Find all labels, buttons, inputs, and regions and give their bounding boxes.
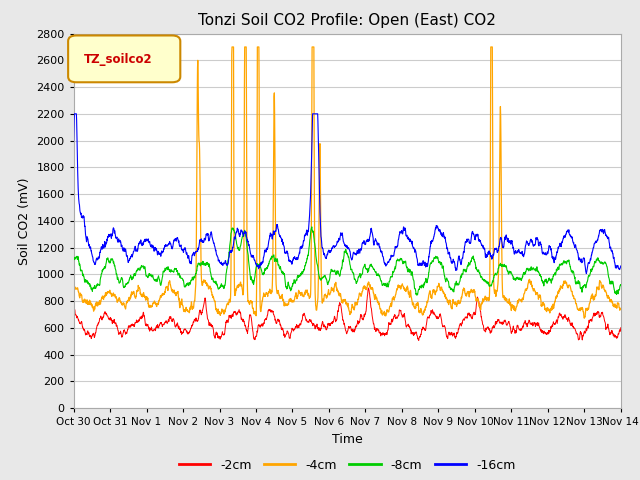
- X-axis label: Time: Time: [332, 432, 363, 445]
- Title: Tonzi Soil CO2 Profile: Open (East) CO2: Tonzi Soil CO2 Profile: Open (East) CO2: [198, 13, 496, 28]
- Text: TZ_soilco2: TZ_soilco2: [83, 52, 152, 66]
- FancyBboxPatch shape: [68, 36, 180, 82]
- Legend: -2cm, -4cm, -8cm, -16cm: -2cm, -4cm, -8cm, -16cm: [174, 454, 520, 477]
- Y-axis label: Soil CO2 (mV): Soil CO2 (mV): [18, 177, 31, 264]
